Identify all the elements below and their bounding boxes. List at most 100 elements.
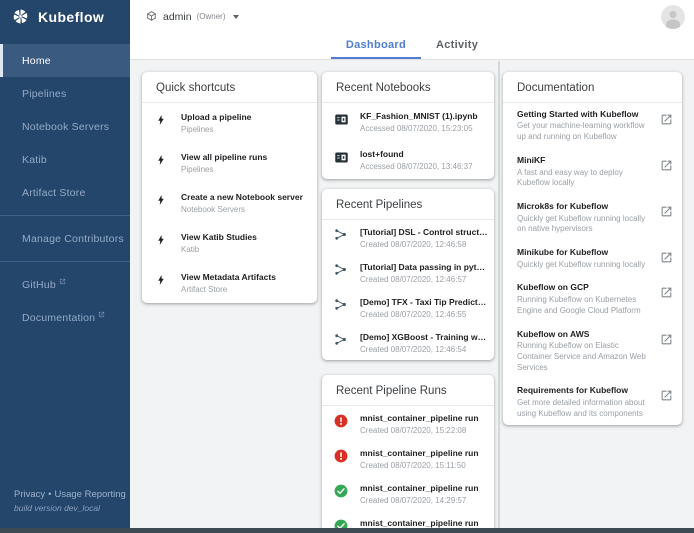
sidebar-item-artifact-store[interactable]: Artifact Store (0, 176, 130, 209)
bolt-icon (155, 192, 181, 211)
doc-title: Minikube for Kubeflow (517, 247, 609, 258)
recent-notebooks-card: Recent Notebooks KF_Fashion_MNIST (1).ip… (322, 72, 494, 180)
launch-icon[interactable] (660, 282, 673, 304)
pipeline-icon (334, 332, 360, 351)
doc-item-requirements[interactable]: Requirements for Kubeflow Get more detai… (503, 379, 682, 425)
shortcut-create-notebook-server[interactable]: Create a new Notebook server Notebook Se… (142, 183, 317, 223)
pipeline-item[interactable]: [Demo] TFX - Taxi Tip Prediction Model .… (322, 290, 494, 325)
launch-icon[interactable] (660, 201, 673, 223)
notebook-item[interactable]: KF_Fashion_MNIST (1).ipynb Accessed 08/0… (322, 103, 494, 141)
shortcut-title: View Metadata Artifacts (181, 272, 276, 283)
notebook-item[interactable]: lost+found Accessed 08/07/2020, 13:46:37 (322, 141, 494, 179)
run-item[interactable]: mnist_container_pipeline run Created 08/… (322, 406, 494, 441)
doc-item-aws[interactable]: Kubeflow on AWS Running Kubeflow on Elas… (503, 323, 682, 380)
doc-item-minikube[interactable]: Minikube for Kubeflow Quickly get Kubefl… (503, 241, 682, 276)
notebook-title: KF_Fashion_MNIST (1).ipynb (360, 111, 478, 121)
user-avatar[interactable] (661, 4, 685, 29)
sidebar-item-github[interactable]: GitHub (0, 268, 130, 301)
shortcut-view-katib-studies[interactable]: View Katib Studies Katib (142, 223, 317, 263)
shortcut-title: Upload a pipeline (181, 112, 252, 122)
privacy-link[interactable]: Privacy (14, 489, 46, 500)
namespace-role: (Owner) (196, 12, 226, 21)
launch-icon[interactable] (660, 247, 673, 269)
sidebar-item-manage-contributors[interactable]: Manage Contributors (0, 222, 130, 255)
sidebar-item-label: Notebook Servers (22, 120, 110, 133)
shortcut-title: Create a new Notebook server (181, 192, 303, 203)
pipeline-subtitle: Created 08/07/2020, 12:46:58 (360, 239, 467, 249)
success-icon (334, 483, 360, 503)
run-title: mnist_container_pipeline run (360, 412, 479, 423)
doc-desc: A fast and easy way to deploy Kubeflow l… (517, 167, 623, 188)
doc-item-microk8s[interactable]: Microk8s for Kubeflow Quickly get Kubefl… (503, 195, 682, 241)
doc-title: Getting Started with Kubeflow (517, 109, 639, 119)
sidebar-item-label: Home (22, 54, 51, 67)
kubeflow-logo-icon (13, 9, 28, 24)
run-subtitle: Created 08/07/2020, 15:22:08 (360, 425, 467, 435)
external-link-icon (59, 278, 66, 284)
main-tabs: Dashboard Activity (130, 33, 694, 60)
recent-pipeline-runs-card: Recent Pipeline Runs mnist_container_pip… (322, 375, 494, 528)
doc-desc: Quickly get Kubeflow running locally on … (517, 213, 646, 234)
sidebar-item-home[interactable]: Home (0, 44, 130, 77)
external-link-icon (99, 311, 105, 317)
card-title: Recent Pipelines (322, 189, 494, 221)
pipeline-title: [Demo] XGBoost - Training with Confusi..… (360, 331, 488, 342)
pipeline-subtitle: Created 08/07/2020, 12:46:54 (360, 344, 467, 354)
notebook-title: lost+found (360, 149, 404, 160)
pipeline-item[interactable]: [Tutorial] Data passing in python comp..… (322, 255, 494, 290)
shortcut-subtitle: Pipelines (181, 165, 214, 175)
usage-reporting-link[interactable]: Usage Reporting (54, 489, 126, 500)
card-title: Quick shortcuts (142, 72, 317, 103)
pipeline-item[interactable]: [Demo] XGBoost - Training with Confusi..… (322, 325, 494, 360)
doc-desc: Get your machine-learning workflow up an… (517, 121, 645, 142)
run-subtitle: Created 08/07/2020, 14:29:57 (360, 495, 467, 505)
launch-icon[interactable] (660, 155, 673, 177)
pipeline-subtitle: Created 08/07/2020, 12:46:55 (360, 309, 467, 319)
shortcut-subtitle: Katib (181, 245, 200, 255)
pipeline-icon (334, 262, 360, 281)
run-item[interactable]: mnist_container_pipeline run Created 08/… (322, 511, 494, 528)
run-item[interactable]: mnist_container_pipeline run Created 08/… (322, 476, 494, 511)
doc-item-gcp[interactable]: Kubeflow on GCP Running Kubeflow on Kube… (503, 276, 682, 322)
bolt-icon (155, 152, 181, 171)
notebook-icon (334, 111, 360, 132)
card-title: Recent Pipeline Runs (322, 375, 494, 407)
shortcut-view-metadata-artifacts[interactable]: View Metadata Artifacts Artifact Store (142, 263, 317, 303)
doc-desc: Get more detailed information about usin… (517, 397, 645, 418)
doc-title: Kubeflow on GCP (517, 282, 589, 293)
namespace-selector[interactable]: admin (Owner) (145, 10, 239, 23)
doc-item-minikf[interactable]: MiniKF A fast and easy way to deploy Kub… (503, 149, 682, 195)
sidebar-item-label: Manage Contributors (22, 232, 124, 245)
bolt-icon (155, 272, 181, 291)
kubeflow-logo[interactable]: Kubeflow (0, 0, 130, 33)
tab-dashboard[interactable]: Dashboard (330, 33, 421, 59)
notebook-subtitle: Accessed 08/07/2020, 13:46:37 (360, 162, 473, 172)
middle-column-scrollbar[interactable] (498, 61, 500, 528)
sidebar: Home Pipelines Notebook Servers Katib Ar… (0, 33, 130, 528)
footer-separator: • (48, 489, 52, 500)
launch-icon[interactable] (660, 385, 673, 407)
namespace-name: admin (163, 10, 192, 23)
error-icon (334, 413, 360, 433)
shortcut-view-pipeline-runs[interactable]: View all pipeline runs Pipelines (142, 143, 317, 183)
logo-text: Kubeflow (38, 8, 105, 25)
tab-activity[interactable]: Activity (421, 33, 493, 59)
doc-item-getting-started[interactable]: Getting Started with Kubeflow Get your m… (503, 103, 682, 149)
launch-icon[interactable] (660, 109, 673, 131)
sidebar-item-documentation[interactable]: Documentation (0, 301, 130, 334)
shortcut-upload-pipeline[interactable]: Upload a pipeline Pipelines (142, 103, 317, 143)
card-title: Recent Notebooks (322, 72, 494, 103)
pipeline-item[interactable]: [Tutorial] DSL - Control structures Crea… (322, 220, 494, 255)
sidebar-item-pipelines[interactable]: Pipelines (0, 77, 130, 110)
sidebar-item-notebook-servers[interactable]: Notebook Servers (0, 110, 130, 143)
run-item[interactable]: mnist_container_pipeline run Created 08/… (322, 441, 494, 476)
bolt-icon (155, 232, 181, 251)
sidebar-item-katib[interactable]: Katib (0, 143, 130, 176)
doc-title: MiniKF (517, 155, 546, 166)
sidebar-item-label: Pipelines (22, 87, 67, 100)
shortcut-title: View Katib Studies (181, 232, 257, 243)
launch-icon[interactable] (660, 329, 673, 351)
doc-desc: Running Kubeflow on Elastic Container Se… (517, 340, 646, 372)
run-title: mnist_container_pipeline run (360, 517, 479, 528)
